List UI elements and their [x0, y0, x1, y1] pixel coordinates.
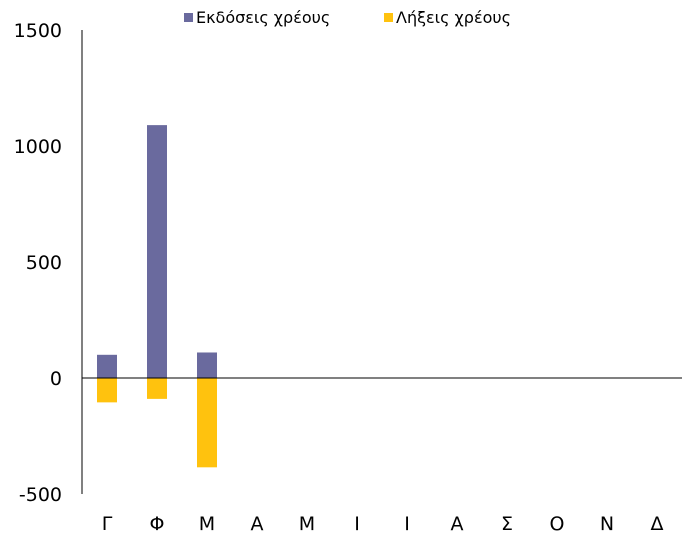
x-tick-label: Μ: [299, 513, 315, 535]
y-tick-label: 1000: [14, 136, 62, 158]
bar-series-0-cat-0: [97, 354, 117, 378]
bar-series-1-cat-1: [147, 378, 167, 399]
y-tick-label: 500: [26, 252, 62, 274]
legend-label: Εκδόσεις χρέους: [196, 8, 330, 27]
axis-lines: [81, 30, 682, 494]
legend-label: Λήξεις χρέους: [396, 8, 511, 27]
legend-swatch: [384, 13, 393, 22]
bars-group: [97, 125, 217, 468]
x-tick-label: Ν: [600, 513, 614, 535]
bar-series-1-cat-0: [97, 378, 117, 403]
y-axis: 1500 1000 500 0 -500: [14, 20, 62, 506]
x-tick-label: Α: [251, 513, 264, 535]
x-tick-label: Ι: [404, 513, 410, 535]
x-tick-label: Σ: [501, 513, 513, 535]
y-tick-label: 1500: [14, 20, 62, 42]
x-tick-label: Μ: [199, 513, 215, 535]
x-tick-label: Φ: [150, 513, 165, 535]
legend-swatch: [184, 13, 193, 22]
bar-series-0-cat-2: [197, 352, 217, 378]
x-tick-label: Δ: [651, 513, 664, 535]
y-tick-label: 0: [50, 368, 62, 390]
bar-series-0-cat-1: [147, 125, 167, 379]
x-tick-label: Ι: [354, 513, 360, 535]
legend: Εκδόσεις χρέους Λήξεις χρέους: [184, 8, 511, 27]
y-tick-label: -500: [19, 484, 62, 506]
x-tick-label: Γ: [102, 513, 113, 535]
bar-series-1-cat-2: [197, 378, 217, 468]
x-tick-label: Ο: [550, 513, 565, 535]
x-tick-label: Α: [451, 513, 464, 535]
